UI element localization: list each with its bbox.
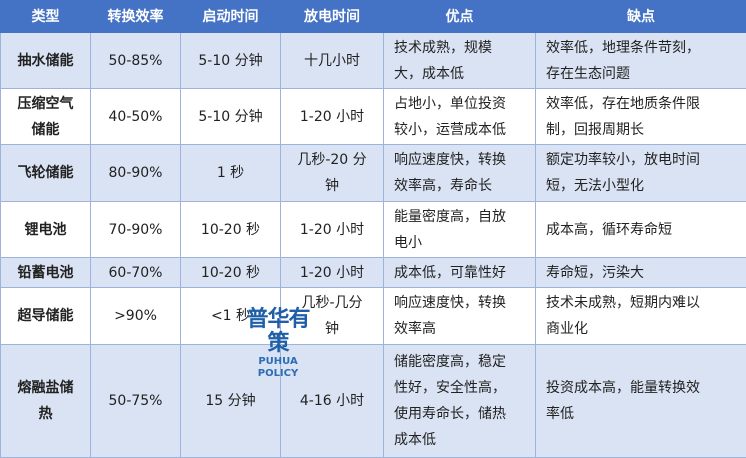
cell-type: 超导储能 bbox=[1, 288, 91, 345]
cell-efficiency: 40-50% bbox=[91, 89, 181, 145]
cell-cons: 技术未成熟，短期内难以 商业化 bbox=[536, 288, 746, 345]
cell-startup-time: 5-10 分钟 bbox=[181, 33, 281, 89]
cell-pros: 响应速度快，转换 效率高，寿命长 bbox=[384, 145, 536, 202]
cell-efficiency: 50-75% bbox=[91, 345, 181, 458]
cell-cons: 成本高，循环寿命短 bbox=[536, 202, 746, 258]
cell-type: 压缩空气 储能 bbox=[1, 89, 91, 145]
cell-efficiency: 50-85% bbox=[91, 33, 181, 89]
header-pros: 优点 bbox=[384, 1, 536, 33]
cell-efficiency: 70-90% bbox=[91, 202, 181, 258]
cell-startup-time: 10-20 秒 bbox=[181, 202, 281, 258]
header-cons: 缺点 bbox=[536, 1, 746, 33]
cell-pros: 能量密度高，自放 电小 bbox=[384, 202, 536, 258]
cell-startup-time: 15 分钟 bbox=[181, 345, 281, 458]
cell-discharge-time: 4-16 小时 bbox=[281, 345, 384, 458]
cell-type: 锂电池 bbox=[1, 202, 91, 258]
cell-efficiency: 60-70% bbox=[91, 258, 181, 288]
cell-discharge-time: 1-20 小时 bbox=[281, 258, 384, 288]
cell-pros: 技术成熟，规模 大，成本低 bbox=[384, 33, 536, 89]
cell-cons: 效率低，地理条件苛刻， 存在生态问题 bbox=[536, 33, 746, 89]
cell-cons: 寿命短，污染大 bbox=[536, 258, 746, 288]
cell-startup-time: 5-10 分钟 bbox=[181, 89, 281, 145]
cell-type: 铅蓄电池 bbox=[1, 258, 91, 288]
cell-type: 飞轮储能 bbox=[1, 145, 91, 202]
cell-discharge-time: 几秒-20 分 钟 bbox=[281, 145, 384, 202]
cell-type: 熔融盐储 热 bbox=[1, 345, 91, 458]
cell-startup-time: 10-20 秒 bbox=[181, 258, 281, 288]
cell-efficiency: 80-90% bbox=[91, 145, 181, 202]
header-row: 类型 转换效率 启动时间 放电时间 优点 缺点 bbox=[1, 1, 746, 33]
cell-startup-time: 1 秒 bbox=[181, 145, 281, 202]
cell-type: 抽水储能 bbox=[1, 33, 91, 89]
cell-cons: 效率低，存在地质条件限 制，回报周期长 bbox=[536, 89, 746, 145]
header-efficiency: 转换效率 bbox=[91, 1, 181, 33]
cell-discharge-time: 1-20 小时 bbox=[281, 89, 384, 145]
cell-pros: 占地小，单位投资 较小，运营成本低 bbox=[384, 89, 536, 145]
cell-cons: 投资成本高，能量转换效 率低 bbox=[536, 345, 746, 458]
cell-startup-time: <1 秒 bbox=[181, 288, 281, 345]
cell-discharge-time: 十几小时 bbox=[281, 33, 384, 89]
header-startup-time: 启动时间 bbox=[181, 1, 281, 33]
cell-pros: 成本低，可靠性好 bbox=[384, 258, 536, 288]
header-type: 类型 bbox=[1, 1, 91, 33]
cell-pros: 储能密度高，稳定 性好，安全性高， 使用寿命长，储热 成本低 bbox=[384, 345, 536, 458]
cell-efficiency: >90% bbox=[91, 288, 181, 345]
cell-cons: 额定功率较小，放电时间 短，无法小型化 bbox=[536, 145, 746, 202]
header-discharge-time: 放电时间 bbox=[281, 1, 384, 33]
table-row: 超导储能>90%<1 秒几秒-几分 钟响应速度快，转换 效率高技术未成熟，短期内… bbox=[1, 288, 746, 345]
cell-pros: 响应速度快，转换 效率高 bbox=[384, 288, 536, 345]
cell-discharge-time: 几秒-几分 钟 bbox=[281, 288, 384, 345]
cell-discharge-time: 1-20 小时 bbox=[281, 202, 384, 258]
